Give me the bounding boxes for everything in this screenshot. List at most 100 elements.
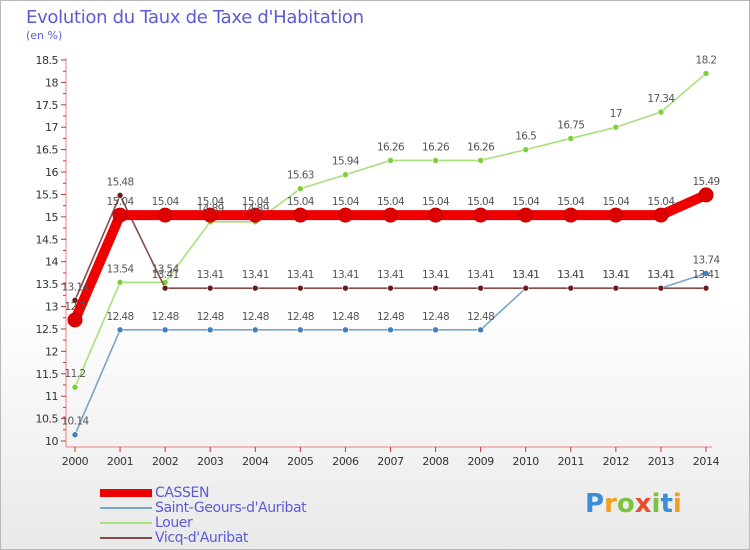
data-label: 13.41: [647, 269, 674, 281]
data-point: [206, 284, 214, 292]
y-tick-label: 13.5: [36, 278, 59, 291]
data-label: 15.04: [377, 196, 405, 208]
data-label: 15.04: [512, 196, 540, 208]
logo-letter: o: [616, 489, 635, 519]
y-tick-label: 11: [45, 390, 58, 403]
data-label: 13.41: [197, 269, 224, 281]
data-point: [297, 326, 304, 334]
data-point: [116, 279, 124, 286]
data-label: 13.41: [287, 269, 314, 281]
y-tick-label: 15: [45, 211, 58, 224]
y-tick-label: 18.5: [36, 54, 59, 67]
data-point: [567, 284, 575, 292]
legend-item: CASSEN: [100, 485, 440, 501]
legend-swatch: [100, 507, 152, 509]
x-tick-label: 2012: [603, 455, 629, 468]
x-tick-label: 2006: [332, 455, 359, 468]
x-tick-label: 2008: [422, 455, 449, 468]
data-point: [702, 270, 710, 277]
data-point: [608, 207, 624, 223]
data-label: 13.41: [692, 269, 719, 281]
data-point: [387, 157, 394, 164]
data-point: [202, 207, 218, 223]
data-label: 12.48: [287, 311, 314, 323]
data-point: [657, 284, 665, 292]
legend-swatch: [100, 522, 152, 524]
data-point: [522, 146, 530, 153]
data-point: [432, 326, 439, 334]
data-point: [292, 207, 308, 223]
data-label: 15.04: [107, 196, 135, 208]
legend-label: Saint-Geours-d'Auribat: [155, 500, 307, 516]
data-label: 16.26: [377, 141, 405, 153]
series-line: [74, 272, 707, 436]
data-label: 12.7: [65, 301, 86, 313]
data-point: [522, 284, 530, 292]
data-label: 13.74: [692, 254, 720, 266]
data-label: 12.48: [332, 311, 359, 323]
data-point: [206, 326, 214, 334]
data-point: [477, 157, 484, 164]
data-label: 13.41: [557, 269, 584, 281]
data-label: 12.48: [107, 311, 134, 323]
data-label: 15.63: [287, 170, 314, 182]
y-tick-label: 17: [45, 121, 58, 134]
data-point: [337, 207, 353, 223]
data-point: [112, 207, 128, 223]
logo-letter: i: [672, 489, 682, 519]
data-point: [342, 326, 349, 334]
y-tick-label: 13: [45, 301, 58, 314]
data-point: [161, 326, 169, 334]
data-point: [67, 312, 83, 328]
data-label: 15.04: [467, 196, 495, 208]
data-point: [383, 207, 398, 223]
data-label: 15.04: [557, 196, 585, 208]
y-tick-label: 14.5: [36, 233, 59, 246]
data-label: 13.14: [61, 281, 89, 293]
data-label: 15.48: [107, 176, 134, 188]
data-point: [428, 207, 444, 223]
legend-label: Vicq-d'Auribat: [155, 530, 248, 546]
x-tick-label: 2002: [152, 455, 178, 468]
x-tick-label: 2009: [467, 455, 494, 468]
data-label: 10.14: [61, 416, 89, 428]
x-tick-label: 2003: [197, 455, 224, 468]
x-tick-label: 2001: [107, 455, 133, 468]
y-tick-label: 12: [45, 345, 58, 358]
data-label: 15.04: [332, 196, 360, 208]
data-label: 12.48: [197, 311, 224, 323]
data-point: [477, 284, 484, 292]
data-point: [657, 108, 665, 116]
data-label: 13.41: [422, 269, 449, 281]
legend-swatch: [100, 489, 152, 497]
y-tick-label: 17.5: [36, 99, 59, 112]
x-tick-label: 2000: [62, 455, 89, 468]
data-point: [251, 284, 259, 292]
x-tick-label: 2013: [648, 455, 675, 468]
data-label: 13.41: [647, 269, 674, 281]
data-label: 13.41: [557, 269, 584, 281]
y-tick-label: 14: [45, 256, 58, 269]
x-tick-label: 2007: [377, 455, 404, 468]
data-label: 11.2: [65, 368, 86, 380]
series-cassen: [67, 187, 714, 328]
data-point: [247, 207, 263, 223]
data-label: 17: [610, 108, 622, 120]
data-point: [702, 284, 710, 292]
data-point: [387, 326, 394, 334]
data-point: [71, 296, 79, 304]
series-line: [74, 72, 707, 389]
data-label: 13.41: [152, 269, 179, 281]
data-point: [477, 326, 484, 334]
data-label: 16.5: [515, 131, 536, 143]
y-tick-label: 10: [45, 435, 58, 448]
data-label: 13.41: [332, 269, 359, 281]
data-label: 13.41: [242, 269, 269, 281]
data-label: 13.41: [512, 269, 539, 281]
data-point: [342, 284, 349, 292]
logo-letter: P: [585, 489, 605, 519]
data-point: [473, 207, 489, 223]
y-tick-label: 15.5: [36, 188, 59, 201]
data-label: 15.04: [152, 196, 180, 208]
data-label: 13.41: [377, 269, 404, 281]
